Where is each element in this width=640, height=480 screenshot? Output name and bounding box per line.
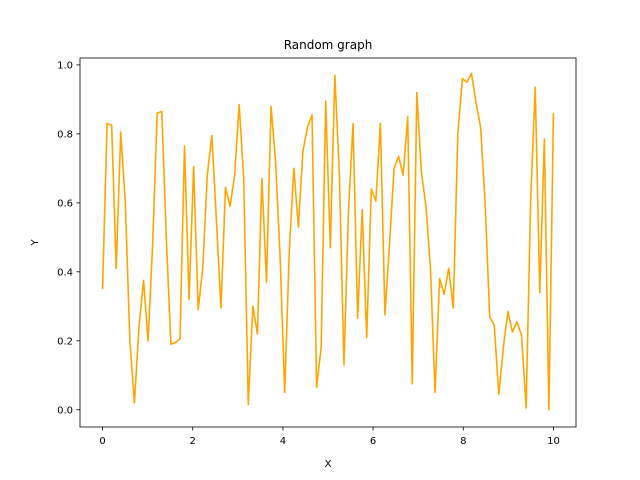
y-tick-label: 0.8	[57, 129, 73, 140]
x-axis-title: X	[325, 459, 332, 470]
y-axis-title: Y	[30, 239, 41, 247]
series-line-0	[101, 72, 555, 411]
series-layer	[101, 72, 555, 411]
y-tick-label: 0.6	[57, 198, 73, 209]
x-axis: 0 2 4 6 8 10	[99, 427, 560, 447]
x-tick-label: 4	[280, 436, 286, 447]
chart-title: Random graph	[284, 38, 373, 52]
y-tick-label: 1.0	[57, 60, 73, 71]
y-tick-label: 0.0	[57, 405, 73, 416]
plot-frame	[79, 57, 577, 428]
x-tick-label: 10	[547, 436, 560, 447]
y-tick-label: 0.2	[57, 336, 73, 347]
y-axis: 0.0 0.2 0.4 0.6 0.8 1.0	[57, 60, 80, 416]
x-tick-label: 8	[460, 436, 466, 447]
x-tick-label: 6	[370, 436, 376, 447]
x-tick-label: 0	[99, 436, 105, 447]
y-tick-label: 0.4	[57, 267, 73, 278]
x-tick-label: 2	[190, 436, 196, 447]
